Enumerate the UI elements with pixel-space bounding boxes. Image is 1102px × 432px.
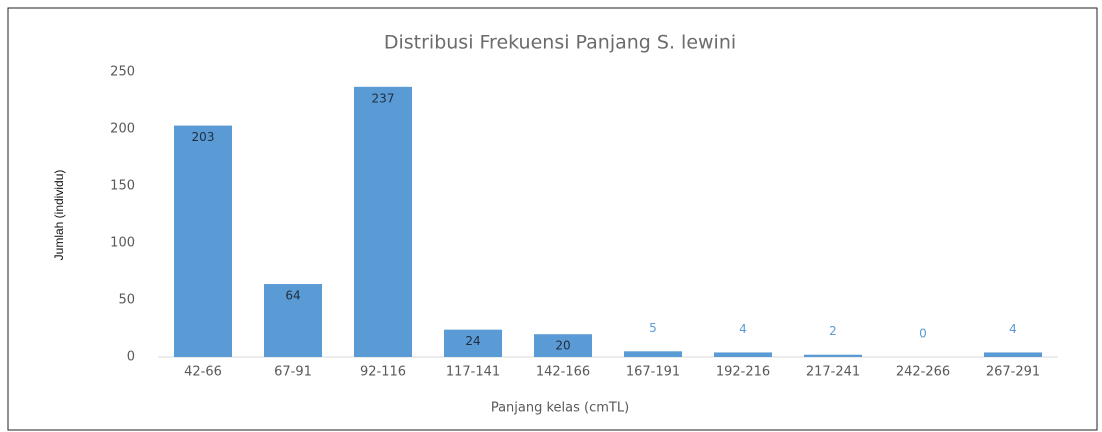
x-tick-label: 267-291 — [986, 365, 1040, 380]
data-label: 64 — [285, 289, 300, 303]
data-label: 20 — [555, 339, 570, 353]
y-tick-label: 0 — [127, 350, 135, 365]
bar — [444, 329, 502, 357]
y-tick-label: 50 — [118, 293, 135, 308]
x-tick-label: 92-116 — [360, 365, 406, 380]
chart-title: Distribusi Frekuensi Panjang S. lewini — [384, 32, 736, 54]
x-tick-label: 167-191 — [626, 365, 680, 380]
y-tick-label: 150 — [110, 179, 135, 194]
y-axis-label: Jumlah (individu) — [52, 170, 66, 261]
x-tick-label: 42-66 — [184, 365, 222, 380]
bar — [714, 352, 772, 357]
data-label: 237 — [372, 91, 395, 105]
data-label: 2 — [829, 324, 837, 338]
x-axis-label: Panjang kelas (cmTL) — [491, 401, 629, 416]
x-tick-label: 67-91 — [274, 365, 312, 380]
bar — [354, 86, 412, 357]
data-label: 0 — [919, 327, 927, 341]
data-label: 203 — [192, 130, 215, 144]
y-tick-label: 100 — [110, 236, 135, 251]
x-tick-label: 192-216 — [716, 365, 770, 380]
data-label: 4 — [739, 322, 747, 336]
data-label: 5 — [649, 321, 657, 335]
bar — [534, 334, 592, 357]
bar — [984, 352, 1042, 357]
y-tick-label: 250 — [110, 65, 135, 80]
x-tick-label: 142-166 — [536, 365, 590, 380]
bar — [804, 354, 862, 357]
x-tick-label: 117-141 — [446, 365, 500, 380]
x-tick-label: 242-266 — [896, 365, 950, 380]
data-label: 24 — [465, 334, 480, 348]
data-label: 4 — [1009, 322, 1017, 336]
x-tick-label: 217-241 — [806, 365, 860, 380]
bar — [264, 284, 322, 357]
bar — [174, 125, 232, 357]
y-tick-label: 200 — [110, 122, 135, 137]
bar — [624, 351, 682, 357]
